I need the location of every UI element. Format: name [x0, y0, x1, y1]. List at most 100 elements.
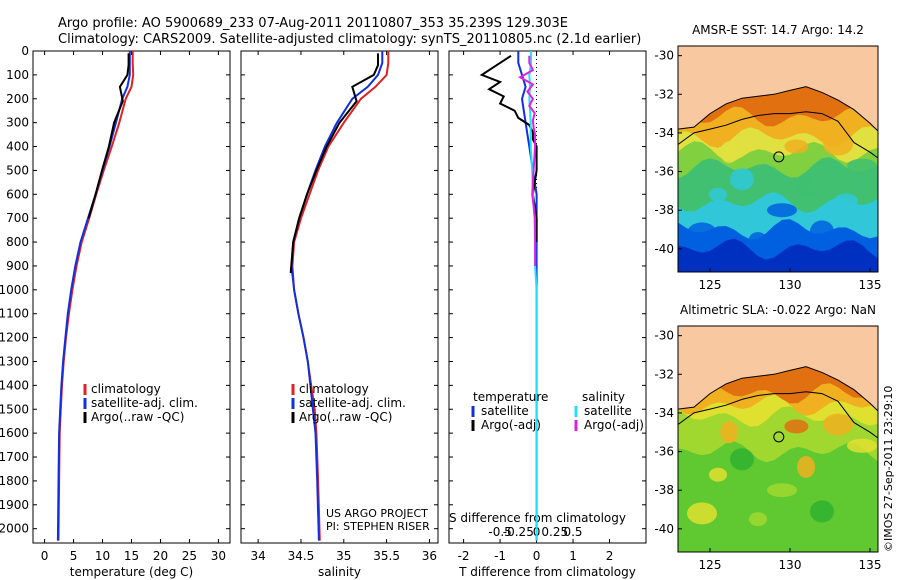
- depth-tick-label: 1600: [0, 426, 29, 440]
- difference-panel: -2 -1 0 1 2 T difference from climatology -0.5…: [448, 50, 647, 579]
- sst-map-float-marker: [773, 151, 785, 163]
- sst-map-blob: [730, 168, 754, 191]
- sla-map-ytick-label: -38: [654, 483, 674, 497]
- depth-tick-label: 800: [6, 235, 29, 249]
- depth-tick-label: 1500: [0, 402, 29, 416]
- sst-map-blob: [797, 176, 815, 199]
- sst-map-blob: [847, 158, 877, 173]
- sst-map-ytick-label: -36: [654, 165, 674, 179]
- sla-map-title: Altimetric SLA: -0.022 Argo: NaN: [680, 303, 876, 317]
- temperature-legend-label: Argo(..raw -QC): [91, 410, 184, 424]
- difference-xtick-label: -2: [458, 549, 470, 563]
- sst-map-blob: [834, 193, 858, 208]
- salinity-diff-tick-label: 0.5: [563, 525, 582, 539]
- salinity-legend-label: climatology: [299, 382, 369, 396]
- sst-map-blob: [823, 133, 853, 156]
- salinity-diff-tick-label: 0.25: [541, 525, 568, 539]
- depth-tick-label: 100: [6, 68, 29, 82]
- sst-map-blob: [709, 187, 727, 202]
- sst-map-xtick-label: 135: [859, 278, 882, 292]
- sla-map-contour: [678, 391, 878, 439]
- salinity-panel: 34 34.5 35 35.5 36 salinity climatologysatelli…: [240, 50, 439, 579]
- depth-tick-label: 1100: [0, 307, 29, 321]
- sla-map-ytick-label: -34: [654, 406, 674, 420]
- difference-xtick-label: 0: [533, 549, 541, 563]
- difference-series-t-argo-adj-: [479, 54, 538, 243]
- sst-map-blob: [687, 222, 717, 245]
- temperature-xtick-label: 25: [182, 549, 197, 563]
- sst-map-xtick-label: 130: [779, 278, 802, 292]
- sla-map-xtick-label: 135: [859, 558, 882, 572]
- salinity-xtick-label: 34.5: [288, 549, 315, 563]
- sla-map-blob: [767, 483, 797, 498]
- sla-map-ytick-label: -32: [654, 367, 674, 381]
- salinity-series-argo-raw-qc-: [289, 53, 379, 274]
- sla-map-blob: [810, 500, 834, 523]
- salinity-diff-tick-label: -0.25: [503, 525, 534, 539]
- temperature-xlabel: temperature (deg C): [70, 565, 193, 579]
- sla-map-float-marker: [773, 431, 785, 443]
- sla-map-ytick-label: -30: [654, 329, 674, 343]
- pi-credit: PI: STEPHEN RISER: [326, 520, 430, 533]
- difference-xtick-label: 1: [569, 549, 577, 563]
- sst-map-ytick-label: -38: [654, 203, 674, 217]
- sst-map-title: AMSR-E SST: 14.7 Argo: 14.2: [692, 23, 864, 37]
- sst-map-blob: [784, 139, 809, 154]
- sst-map-land: [678, 46, 878, 132]
- depth-tick-label: 1200: [0, 331, 29, 345]
- sst-map-ytick-label: -34: [654, 126, 674, 140]
- temperature-legend-label: satellite-adj. clim.: [91, 396, 198, 410]
- depth-tick-label: 1700: [0, 450, 29, 464]
- salinity-axes-box: [240, 50, 439, 544]
- diff-legend-label: satellite: [481, 404, 529, 418]
- sst-map-axes-box: [677, 45, 879, 273]
- sla-map-blob: [784, 419, 809, 434]
- depth-tick-label: 1900: [0, 498, 29, 512]
- temperature-xtick-label: 15: [124, 549, 139, 563]
- salinity-xtick-label: 35: [336, 549, 351, 563]
- depth-tick-label: 1000: [0, 283, 29, 297]
- depth-tick-label: 400: [6, 140, 29, 154]
- depth-tick-label: 300: [6, 116, 29, 130]
- difference-series-s-argo-adj-: [518, 55, 537, 266]
- sla-map-blob: [834, 473, 858, 488]
- temperature-series-satellite-adj-clim-: [56, 51, 131, 541]
- sst-map-blob: [810, 220, 834, 243]
- sla-map-blob: [720, 421, 739, 444]
- depth-tick-label: 900: [6, 259, 29, 273]
- difference-axes-box: [448, 50, 647, 544]
- sst-map-contour: [678, 111, 878, 159]
- sla-map-land: [678, 326, 878, 412]
- depth-tick-label: 1800: [0, 474, 29, 488]
- temperature-xtick-label: 10: [95, 549, 110, 563]
- sla-map-blob: [797, 456, 815, 479]
- salinity-xtick-label: 34: [250, 549, 265, 563]
- diff-legend-label: Argo(-adj): [481, 418, 541, 432]
- salinity-xlabel: salinity: [318, 565, 361, 579]
- sla-map-field: [678, 326, 878, 552]
- sst-map-ytick-label: -30: [654, 49, 674, 63]
- depth-tick-label: 1300: [0, 354, 29, 368]
- sst-map-blob: [749, 232, 767, 247]
- depth-tick-label: 600: [6, 187, 29, 201]
- temperature-xtick-label: 0: [41, 549, 49, 563]
- depth-tick-label: 700: [6, 211, 29, 225]
- temperature-panel: 0100200300400500600700800900100011001200…: [0, 44, 231, 579]
- salinity-legend-label: satellite-adj. clim.: [299, 396, 406, 410]
- sla-map-blob: [709, 467, 727, 482]
- sla-map-blob: [730, 448, 754, 471]
- sla-map-ytick-label: -40: [654, 522, 674, 536]
- difference-xtick-label: -1: [494, 549, 506, 563]
- depth-tick-label: 1400: [0, 378, 29, 392]
- sst-map-ytick-label: -40: [654, 242, 674, 256]
- sla-map-xtick-label: 130: [779, 558, 802, 572]
- salinity-xtick-label: 35.5: [373, 549, 400, 563]
- sst-map-xtick-label: 125: [699, 278, 722, 292]
- sla-map-axes-box: [677, 325, 879, 553]
- sla-map-panel: Altimetric SLA: -0.022 Argo: NaN -30 -32 -3…: [654, 303, 881, 572]
- header-line2: Climatology: CARS2009. Satellite-adjuste…: [58, 32, 641, 47]
- sla-map-blob: [823, 413, 853, 436]
- difference-xlabel: T difference from climatology: [458, 565, 636, 579]
- temperature-axes-box: [32, 50, 231, 544]
